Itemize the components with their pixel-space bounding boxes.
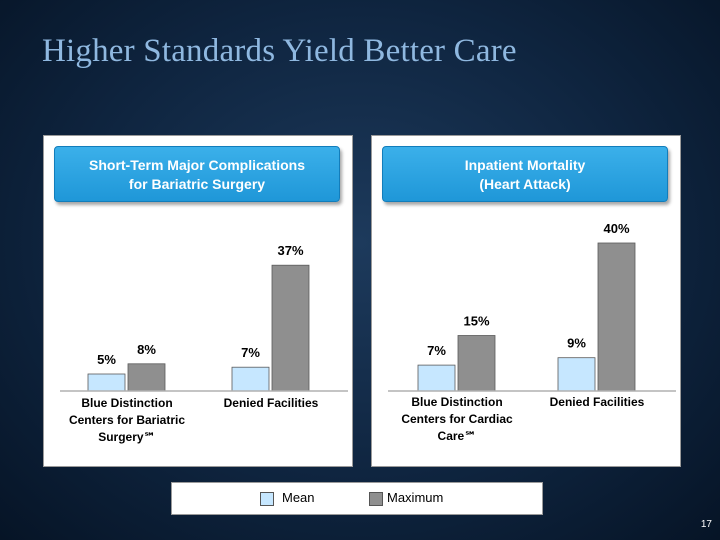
legend-label-maximum: Maximum <box>387 490 444 505</box>
chart-title-bariatric: Short-Term Major Complications for Baria… <box>54 146 340 202</box>
data-label-maximum-1: 8% <box>137 342 156 357</box>
bar-mean-1 <box>87 373 126 392</box>
data-label-mean-2: 9% <box>567 336 586 351</box>
legend-swatch-maximum <box>369 492 383 506</box>
bar-maximum-1 <box>457 335 496 392</box>
legend-label-mean: Mean <box>282 490 315 505</box>
data-label-mean-1: 5% <box>97 352 116 367</box>
category-label-line: Care℠ <box>438 429 477 443</box>
data-label-maximum-2: 37% <box>277 243 303 258</box>
bar-mean-2 <box>231 366 270 392</box>
data-label-mean-1: 7% <box>427 343 446 358</box>
legend-swatch-mean <box>260 492 274 506</box>
chart-title-line: (Heart Attack) <box>479 176 571 192</box>
category-label-line: Centers for Cardiac <box>401 412 513 426</box>
chart-title-line: Inpatient Mortality <box>464 157 586 173</box>
chart-title-line: for Bariatric Surgery <box>128 176 266 192</box>
category-label-line: Blue Distinction <box>411 395 502 409</box>
category-label-line: Surgery℠ <box>98 430 156 444</box>
bar-mean-1 <box>417 364 456 392</box>
chart-title-line: Short-Term Major Complications <box>89 157 305 173</box>
bar-maximum-2 <box>271 264 310 392</box>
chart-title-mortality: Inpatient Mortality (Heart Attack) <box>382 146 668 202</box>
category-label-line: Denied Facilities <box>550 395 645 409</box>
bar-maximum-1 <box>127 363 166 392</box>
slide-title: Higher Standards Yield Better Care <box>42 33 517 69</box>
bar-mean-2 <box>557 357 596 392</box>
data-label-maximum-2: 40% <box>603 221 629 236</box>
category-label-line: Denied Facilities <box>224 396 319 410</box>
bar-chart-mortality: 7% 15% Blue Distinction Centers for Cardiac… <box>388 221 676 443</box>
bar-chart-bariatric: 5% 8% Blue Distinction Centers for Bariatri… <box>60 243 348 444</box>
chart-panel-bariatric: Short-Term Major Complications for Baria… <box>43 135 353 467</box>
category-label-line: Centers for Bariatric <box>69 413 185 427</box>
data-label-mean-2: 7% <box>241 345 260 360</box>
page-number: 17 <box>700 519 712 530</box>
chart-legend: Mean Maximum <box>171 482 543 515</box>
category-label-line: Blue Distinction <box>81 396 172 410</box>
data-label-maximum-1: 15% <box>463 314 489 329</box>
bar-maximum-2 <box>597 242 636 392</box>
chart-panel-mortality: Inpatient Mortality (Heart Attack) 7% 15%… <box>371 135 681 467</box>
